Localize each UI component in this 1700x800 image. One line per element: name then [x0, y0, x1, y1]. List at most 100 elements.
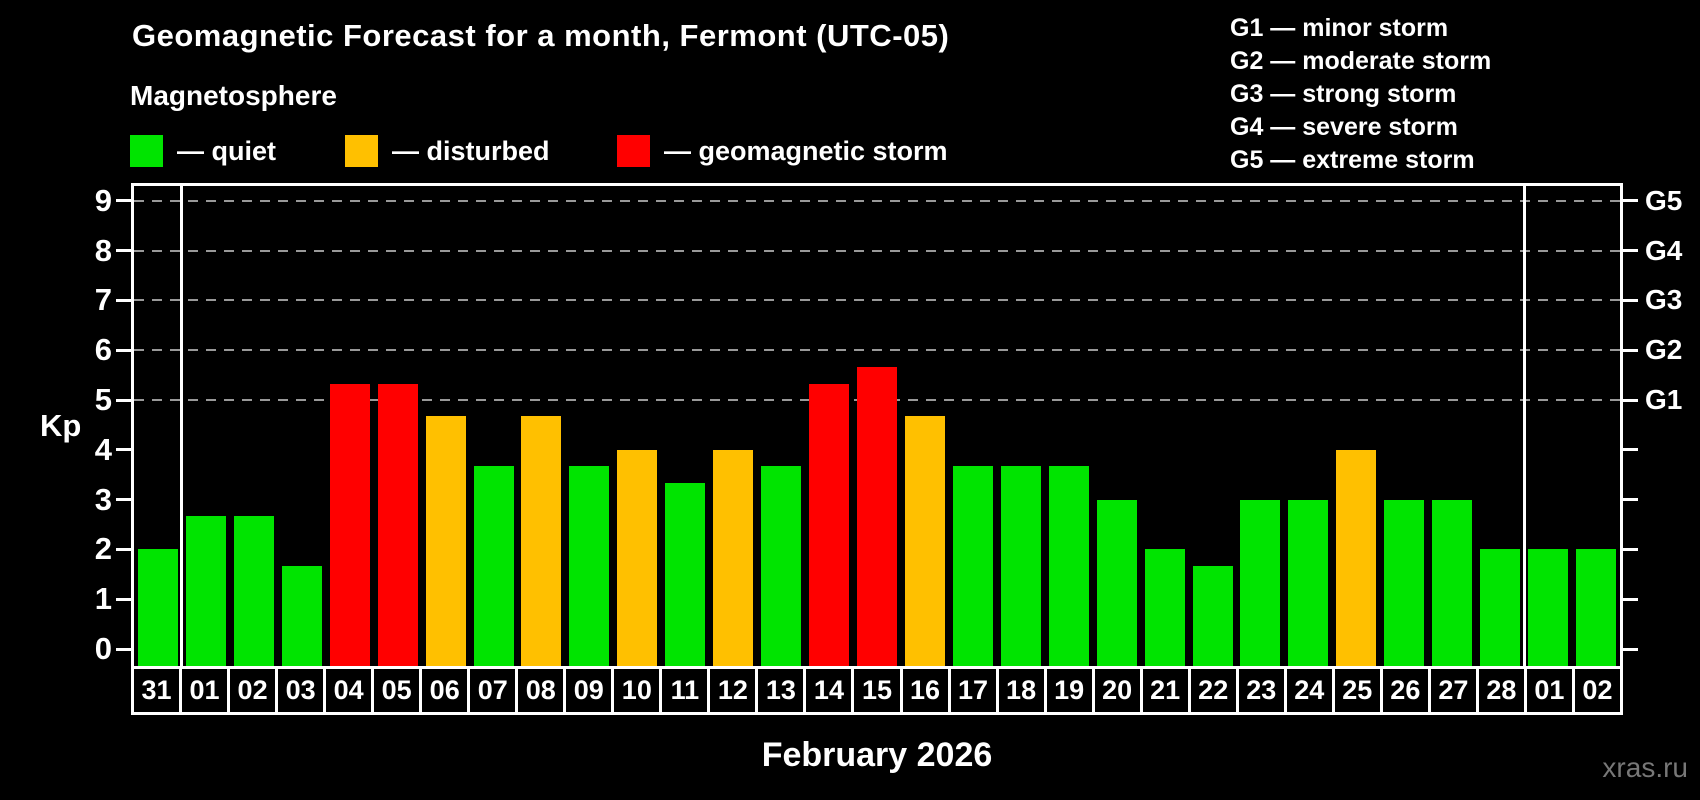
legend-label-quiet: — quiet	[177, 136, 276, 166]
kp-tick-right	[1623, 498, 1638, 502]
kp-bar-day-20	[1096, 499, 1137, 666]
date-cell-25: 25	[1335, 669, 1383, 712]
kp-tick-label-3: 3	[94, 481, 112, 517]
kp-bar-day-05	[377, 383, 418, 666]
g-legend-line: G4 — severe storm	[1230, 113, 1458, 141]
kp-bar-day-11	[665, 483, 706, 666]
kp-bar-day-10	[617, 449, 658, 666]
gridline-kp8	[134, 249, 1620, 252]
kp-tick-right	[1623, 348, 1638, 352]
g-level-label-G1: G1	[1645, 384, 1683, 415]
chart-title: Geomagnetic Forecast for a month, Fermon…	[132, 18, 950, 53]
date-cell-13: 13	[758, 669, 807, 712]
g-legend-line: G2 — moderate storm	[1230, 47, 1492, 75]
date-cell-24: 24	[1287, 669, 1335, 712]
kp-bar-day-03	[281, 565, 322, 666]
date-cell-11: 11	[662, 669, 711, 712]
kp-tick-right	[1623, 298, 1638, 302]
date-axis: 31 01 02 03 04 05 06 07 08 09 10 11 12 13 14 15 16 17 18 19…	[131, 669, 1623, 715]
g-level-label-G4: G4	[1645, 234, 1683, 266]
kp-bar-day-09	[569, 466, 610, 666]
date-cell-02: 02	[230, 669, 279, 712]
kp-bar-day-15	[857, 366, 897, 666]
kp-bar-day-21	[1144, 549, 1185, 666]
kp-tick-left	[116, 498, 131, 502]
kp-tick-label-7: 7	[94, 282, 112, 318]
kp-bar-day-07	[473, 466, 514, 666]
kp-tick-label-0: 0	[94, 631, 112, 666]
date-cell-04: 04	[326, 669, 375, 712]
date-cell-23: 23	[1239, 669, 1287, 712]
kp-tick-label-1: 1	[94, 581, 112, 617]
kp-bar-day-02	[1576, 549, 1617, 666]
kp-bar-day-01	[1528, 549, 1569, 666]
kp-tick-label-2: 2	[94, 531, 112, 567]
month-separator	[1522, 186, 1526, 666]
kp-bar-day-24	[1288, 499, 1329, 666]
kp-axis-title: Kp	[40, 408, 82, 443]
kp-bar-day-13	[761, 466, 802, 666]
gridline-kp7	[134, 299, 1620, 302]
legend-label-disturbed: — disturbed	[392, 136, 550, 166]
month-separator	[180, 186, 184, 666]
date-cell-07: 07	[470, 669, 519, 712]
kp-tick-right	[1623, 547, 1638, 551]
kp-bar-day-28	[1480, 549, 1521, 666]
kp-bar-day-31	[137, 549, 178, 666]
storm-swatch	[617, 135, 650, 167]
kp-bar-day-04	[329, 383, 370, 666]
date-cell-08: 08	[518, 669, 567, 712]
chart-subtitle: Magnetosphere	[130, 80, 337, 111]
g-level-label-G3: G3	[1645, 284, 1683, 316]
g-legend-line: G5 — extreme storm	[1230, 146, 1475, 174]
date-cell-31: 31	[134, 669, 183, 712]
gridline-kp9	[134, 199, 1620, 202]
date-cell-15: 15	[854, 669, 903, 712]
kp-tick-right	[1623, 597, 1638, 601]
kp-bar-day-06	[425, 416, 466, 666]
kp-tick-left	[116, 597, 131, 601]
kp-tick-left	[116, 249, 131, 253]
g-scale-legend: G1 — minor storm G2 — moderate storm G3 — …	[1230, 12, 1491, 177]
date-cell-03: 03	[278, 669, 327, 712]
kp-tick-right	[1623, 398, 1638, 402]
date-cell-21: 21	[1143, 669, 1191, 712]
date-cell-26: 26	[1383, 669, 1431, 712]
kp-tick-left	[116, 647, 131, 651]
date-cell-09: 09	[566, 669, 615, 712]
date-cell-17: 17	[951, 669, 999, 712]
kp-bar-day-19	[1048, 466, 1089, 666]
date-cell-28: 28	[1479, 669, 1527, 712]
kp-tick-label-9: 9	[94, 182, 112, 218]
kp-tick-label-5: 5	[94, 382, 112, 417]
kp-tick-left	[116, 448, 131, 452]
kp-bar-day-14	[809, 383, 850, 666]
g-level-label-G2: G2	[1645, 334, 1683, 366]
disturbed-swatch	[345, 135, 378, 167]
kp-tick-label-8: 8	[94, 232, 112, 268]
date-cell-20: 20	[1095, 669, 1143, 712]
date-cell-05: 05	[374, 669, 423, 712]
kp-bar-day-02	[233, 516, 274, 666]
kp-bar-day-26	[1384, 499, 1425, 666]
date-cell-19: 19	[1047, 669, 1095, 712]
kp-bar-day-08	[521, 416, 562, 666]
kp-tick-right	[1623, 249, 1638, 253]
date-cell-27: 27	[1431, 669, 1479, 712]
g-legend-line: G1 — minor storm	[1230, 14, 1449, 42]
gridline-kp6	[134, 349, 1620, 352]
g-level-label-G5: G5	[1645, 184, 1683, 216]
date-cell-12: 12	[710, 669, 759, 712]
kp-tick-left	[116, 298, 131, 302]
kp-tick-right	[1623, 647, 1638, 651]
x-axis-title: February 2026	[761, 736, 993, 774]
kp-tick-right	[1623, 448, 1638, 452]
date-cell-01: 01	[1527, 669, 1575, 712]
date-cell-22: 22	[1191, 669, 1239, 712]
watermark: xras.ru	[1602, 752, 1688, 783]
kp-tick-left	[116, 547, 131, 551]
kp-tick-right	[1623, 199, 1638, 203]
kp-bar-day-22	[1192, 565, 1233, 666]
kp-tick-label-4: 4	[94, 431, 112, 467]
kp-bar-day-23	[1240, 499, 1281, 666]
